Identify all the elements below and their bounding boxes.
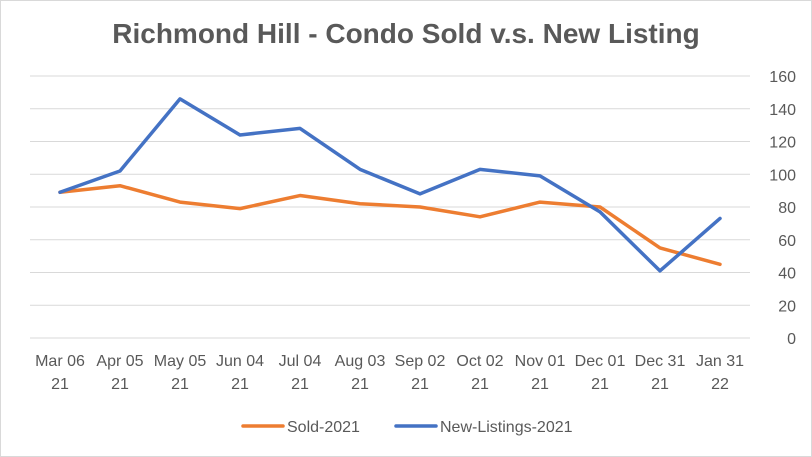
x-tick-label: Aug 03 21 <box>335 353 386 393</box>
x-tick-label: Dec 01 21 <box>575 353 626 393</box>
x-tick-label: Jul 04 21 <box>279 353 322 393</box>
x-tick-label: Dec 31 21 <box>635 353 686 393</box>
x-tick-label: May 05 21 <box>154 353 207 393</box>
y-tick-label: 20 <box>778 298 796 315</box>
y-tick-label: 80 <box>778 200 796 217</box>
series-line-new-listings-2021 <box>58 97 722 273</box>
legend-label: New-Listings-2021 <box>440 419 573 436</box>
y-tick-label: 120 <box>769 135 796 152</box>
x-tick-label: Oct 02 21 <box>456 353 503 393</box>
y-tick-label: 160 <box>769 69 796 86</box>
legend: Sold-2021 New-Listings-2021 <box>241 419 573 436</box>
y-tick-label: 140 <box>769 102 796 119</box>
y-tick-label: 0 <box>787 331 796 348</box>
x-tick-label: Apr 05 21 <box>96 353 143 393</box>
gridlines <box>30 75 750 339</box>
y-axis-ticks: 0 20 40 60 80 100 120 140 160 <box>769 69 796 348</box>
chart-title: Richmond Hill - Condo Sold v.s. New List… <box>112 18 699 49</box>
legend-label: Sold-2021 <box>287 419 360 436</box>
x-tick-label: Jun 04 21 <box>216 353 264 393</box>
series-line-sold-2021 <box>58 183 722 267</box>
y-tick-label: 40 <box>778 266 796 283</box>
series-lines <box>58 97 722 273</box>
y-tick-label: 60 <box>778 233 796 250</box>
x-tick-label: Mar 06 21 <box>35 353 85 393</box>
x-tick-label: Nov 01 21 <box>515 353 566 393</box>
x-tick-label: Jan 31 22 <box>696 353 744 393</box>
x-tick-label: Sep 02 21 <box>395 353 446 393</box>
y-tick-label: 100 <box>769 167 796 184</box>
